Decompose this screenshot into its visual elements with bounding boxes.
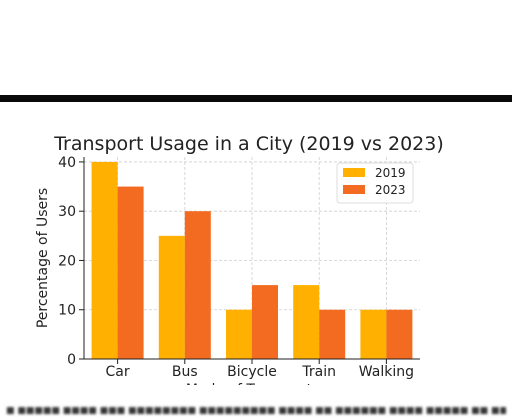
- blank-header-area: [0, 0, 512, 95]
- bar-walking-2019: [360, 309, 387, 359]
- tick-labels: 0 10 20 30 40 Car Bus Bicycle Train Walking: [58, 155, 414, 380]
- bar-bus-2023: [184, 211, 211, 359]
- legend: 2019 2023: [336, 162, 414, 204]
- bar-train-2019: [293, 285, 320, 359]
- legend-swatch-2023: [343, 185, 365, 194]
- bar-walking-2023: [386, 309, 413, 359]
- y-tick-label: 10: [58, 303, 76, 319]
- y-tick-label: 0: [67, 352, 76, 368]
- chart-title: Transport Usage in a City (2019 vs 2023): [53, 133, 444, 155]
- section-divider: [0, 95, 512, 102]
- legend-label-2023: 2023: [375, 183, 406, 197]
- y-tick-label: 30: [58, 204, 76, 220]
- bar-car-2019: [91, 161, 118, 359]
- x-axis-label: Mode of Transport: [186, 382, 313, 392]
- x-tick-label: Bicycle: [227, 364, 277, 380]
- x-tick-label: Bus: [172, 364, 198, 380]
- y-axis-label: Percentage of Users: [35, 188, 51, 328]
- x-tick-label: Train: [301, 364, 336, 380]
- bar-bicycle-2019: [226, 309, 252, 359]
- y-tick-label: 20: [58, 253, 76, 269]
- bar-train-2023: [319, 309, 346, 359]
- legend-label-2019: 2019: [375, 166, 406, 180]
- bar-car-2023: [117, 186, 144, 359]
- x-tick-label: Car: [106, 364, 130, 380]
- bar-bus-2019: [158, 235, 185, 359]
- legend-swatch-2019: [343, 168, 365, 177]
- bar-group: [91, 161, 413, 359]
- bar-bicycle-2023: [252, 285, 278, 359]
- transport-usage-bar-chart: Transport Usage in a City (2019 vs 2023)…: [35, 133, 444, 392]
- x-tick-label: Walking: [359, 364, 414, 380]
- y-tick-label: 40: [58, 155, 76, 171]
- blurred-footnote: ■ ■■■■■ ■■■■ ■■■ ■■■■■■■■ ■■■■■■■■■ ■■■■…: [6, 406, 506, 416]
